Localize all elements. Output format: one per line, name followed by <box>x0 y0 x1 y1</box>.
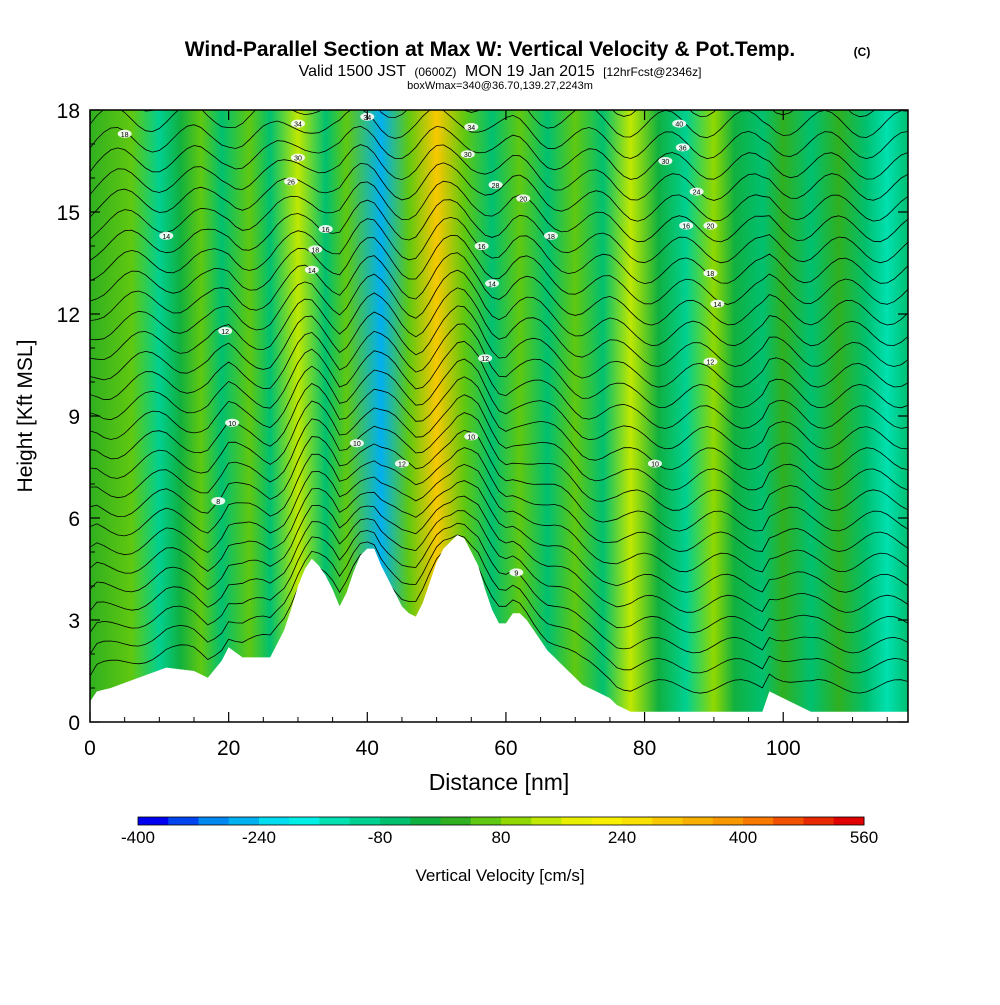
colorbar <box>138 817 864 825</box>
colorbar-swatch <box>320 817 351 825</box>
colorbar-swatch <box>168 817 199 825</box>
svg-text:26: 26 <box>287 179 295 186</box>
svg-text:30: 30 <box>464 152 472 159</box>
svg-text:20: 20 <box>519 196 527 203</box>
colorbar-swatch <box>622 817 653 825</box>
x-tick-label: 20 <box>217 737 240 760</box>
chart-boxinfo: boxWmax=340@36.70,139.27,2243m <box>407 80 593 92</box>
colorbar-swatch <box>834 817 865 825</box>
colorbar-tick-label: 400 <box>729 828 757 847</box>
svg-text:34: 34 <box>467 125 475 132</box>
y-tick-label: 3 <box>68 610 80 633</box>
colorbar-label: Vertical Velocity [cm/s] <box>415 866 584 885</box>
chart-title: Wind-Parallel Section at Max W: Vertical… <box>185 38 796 61</box>
svg-text:14: 14 <box>488 281 496 288</box>
plot-area: 1814121083430261618141012103434302820181… <box>90 52 908 722</box>
colorbar-swatch <box>350 817 381 825</box>
chart-subtitle-valid: Valid 1500 JST (0600Z) MON 19 Jan 2015 [… <box>299 63 702 80</box>
svg-text:14: 14 <box>713 302 721 309</box>
x-tick-label: 60 <box>494 737 517 760</box>
svg-text:16: 16 <box>478 244 486 251</box>
y-tick-label: 18 <box>57 100 80 123</box>
colorbar-swatch <box>743 817 774 825</box>
svg-text:12: 12 <box>398 462 406 469</box>
svg-text:12: 12 <box>481 356 489 363</box>
valid-utc: (0600Z) <box>414 65 456 79</box>
x-tick-label: 0 <box>84 737 96 760</box>
svg-text:14: 14 <box>308 268 316 275</box>
svg-text:8: 8 <box>216 499 220 506</box>
svg-text:16: 16 <box>322 227 330 234</box>
svg-text:10: 10 <box>228 421 236 428</box>
svg-text:18: 18 <box>547 234 555 241</box>
svg-text:18: 18 <box>707 271 715 278</box>
svg-text:10: 10 <box>353 441 361 448</box>
colorbar-ticks: -400 -240 -80 80 240 400 560 <box>121 828 878 847</box>
colorbar-swatch <box>652 817 683 825</box>
valid-forecast: [12hrFcst@2346z] <box>603 65 701 79</box>
colorbar-swatch <box>410 817 441 825</box>
svg-text:10: 10 <box>467 434 475 441</box>
valid-date: MON 19 Jan 2015 <box>465 63 595 80</box>
colorbar-tick-label: -240 <box>242 828 276 847</box>
y-tick-label: 6 <box>68 508 80 531</box>
x-axis-label: Distance [nm] <box>429 769 570 795</box>
svg-text:14: 14 <box>162 234 170 241</box>
x-tick-label: 40 <box>356 737 379 760</box>
y-tick-label: 0 <box>68 712 80 735</box>
colorbar-swatch <box>804 817 835 825</box>
colorbar-swatch <box>592 817 623 825</box>
colorbar-swatch <box>501 817 532 825</box>
colorbar-swatch <box>289 817 320 825</box>
svg-text:12: 12 <box>707 360 715 367</box>
colorbar-swatch <box>773 817 804 825</box>
colorbar-swatch <box>713 817 744 825</box>
colorbar-swatch <box>683 817 714 825</box>
svg-text:34: 34 <box>294 122 302 129</box>
svg-text:30: 30 <box>661 159 669 166</box>
colorbar-swatch <box>380 817 411 825</box>
x-tick-label: 100 <box>766 737 801 760</box>
colorbar-tick-label: 80 <box>492 828 511 847</box>
svg-text:30: 30 <box>294 156 302 163</box>
colorbar-swatch <box>562 817 593 825</box>
svg-text:18: 18 <box>311 247 319 254</box>
chart-title-copyright: (C) <box>854 45 871 59</box>
colorbar-swatch <box>229 817 260 825</box>
y-axis-label: Height [Kft MSL] <box>14 340 37 493</box>
svg-text:12: 12 <box>221 329 229 336</box>
y-tick-label: 12 <box>57 304 80 327</box>
svg-text:28: 28 <box>492 183 500 190</box>
x-tick-label: 80 <box>633 737 656 760</box>
colorbar-swatch <box>259 817 290 825</box>
colorbar-tick-label: 560 <box>850 828 878 847</box>
svg-text:24: 24 <box>693 190 701 197</box>
svg-text:10: 10 <box>651 462 659 469</box>
svg-text:20: 20 <box>707 224 715 231</box>
valid-prefix: Valid 1500 JST <box>299 63 407 80</box>
svg-text:40: 40 <box>675 122 683 129</box>
colorbar-swatch <box>471 817 502 825</box>
colorbar-tick-label: -400 <box>121 828 155 847</box>
svg-text:16: 16 <box>682 224 690 231</box>
colorbar-swatch <box>531 817 562 825</box>
svg-text:9: 9 <box>514 570 518 577</box>
colorbar-swatch <box>441 817 472 825</box>
colorbar-swatch <box>138 817 169 825</box>
y-tick-label: 15 <box>57 202 80 225</box>
colorbar-swatch <box>199 817 230 825</box>
svg-text:36: 36 <box>679 145 687 152</box>
y-tick-label: 9 <box>68 406 80 429</box>
colorbar-tick-label: 240 <box>608 828 636 847</box>
colorbar-tick-label: -80 <box>368 828 393 847</box>
svg-text:18: 18 <box>121 132 129 139</box>
